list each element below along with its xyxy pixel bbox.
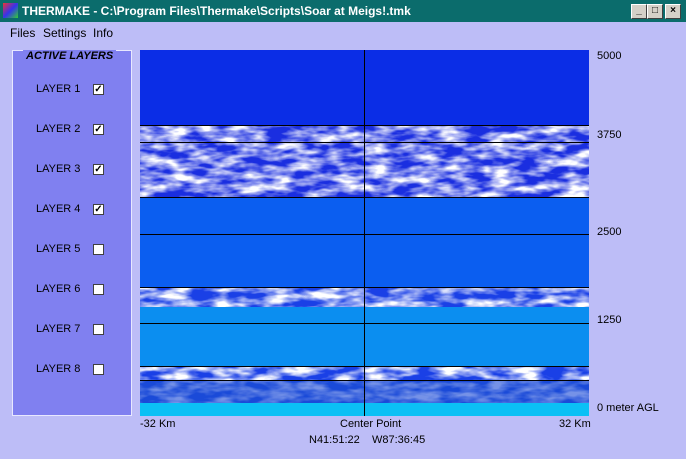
layer-label: LAYER 3 — [36, 163, 81, 175]
altitude-label: 2500 — [597, 226, 622, 238]
layer-checkbox[interactable] — [93, 324, 104, 335]
menu-item[interactable]: Info — [93, 26, 114, 40]
app-icon — [3, 3, 18, 18]
layer-label: LAYER 8 — [36, 363, 81, 375]
distance-label: -32 Km — [140, 418, 176, 430]
layer-label: LAYER 4 — [36, 203, 81, 215]
layer-view — [140, 50, 589, 416]
title-bar: THERMAKE - C:\Program Files\Thermake\Scr… — [0, 0, 686, 22]
altitude-label: 1250 — [597, 314, 622, 326]
menu-item[interactable]: Files — [10, 26, 36, 40]
layer-checkbox[interactable]: ✓ — [93, 84, 104, 95]
layer-checkbox[interactable] — [93, 244, 104, 255]
distance-label: Center Point — [340, 418, 402, 430]
layer-label: LAYER 1 — [36, 83, 81, 95]
altitude-label: 5000 — [597, 50, 622, 62]
layer-label: LAYER 6 — [36, 283, 81, 295]
window-title: THERMAKE - C:\Program Files\Thermake\Scr… — [22, 4, 411, 18]
altitude-label: 0 meter AGL — [597, 402, 659, 414]
distance-label: 32 Km — [559, 418, 591, 430]
minimize-button[interactable]: _ — [631, 4, 647, 19]
layer-checkbox[interactable]: ✓ — [93, 124, 104, 135]
close-button[interactable]: × — [665, 4, 681, 19]
menu-item[interactable]: Settings — [43, 26, 87, 40]
maximize-button[interactable]: □ — [647, 4, 663, 19]
altitude-label: 3750 — [597, 129, 622, 141]
coordinate-label: W87:36:45 — [372, 434, 426, 446]
layer-checkbox[interactable]: ✓ — [93, 164, 104, 175]
layer-label: LAYER 2 — [36, 123, 81, 135]
layer-checkbox[interactable] — [93, 364, 104, 375]
layer-checkbox[interactable] — [93, 284, 104, 295]
layer-checkbox[interactable]: ✓ — [93, 204, 104, 215]
panel-title: ACTIVE LAYERS — [23, 50, 117, 62]
layers-panel: ACTIVE LAYERS LAYER 1 ✓ LAYER 2 ✓ LAYER 3 ✓ LA… — [12, 50, 132, 416]
layer-label: LAYER 7 — [36, 323, 81, 335]
coordinate-label: N41:51:22 — [309, 434, 360, 446]
layer-label: LAYER 5 — [36, 243, 81, 255]
